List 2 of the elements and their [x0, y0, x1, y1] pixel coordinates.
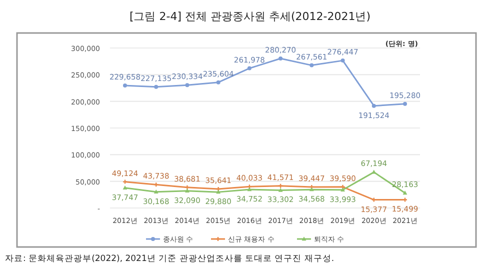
text: 자료: 문화체육관광부(2022), 2021년 기준 관광산업조사를 토대로 연구진 재구성. — [5, 254, 334, 264]
title: [그림 2-4] 전체 관광종사원 추세(2012-2021년) — [129, 10, 371, 23]
